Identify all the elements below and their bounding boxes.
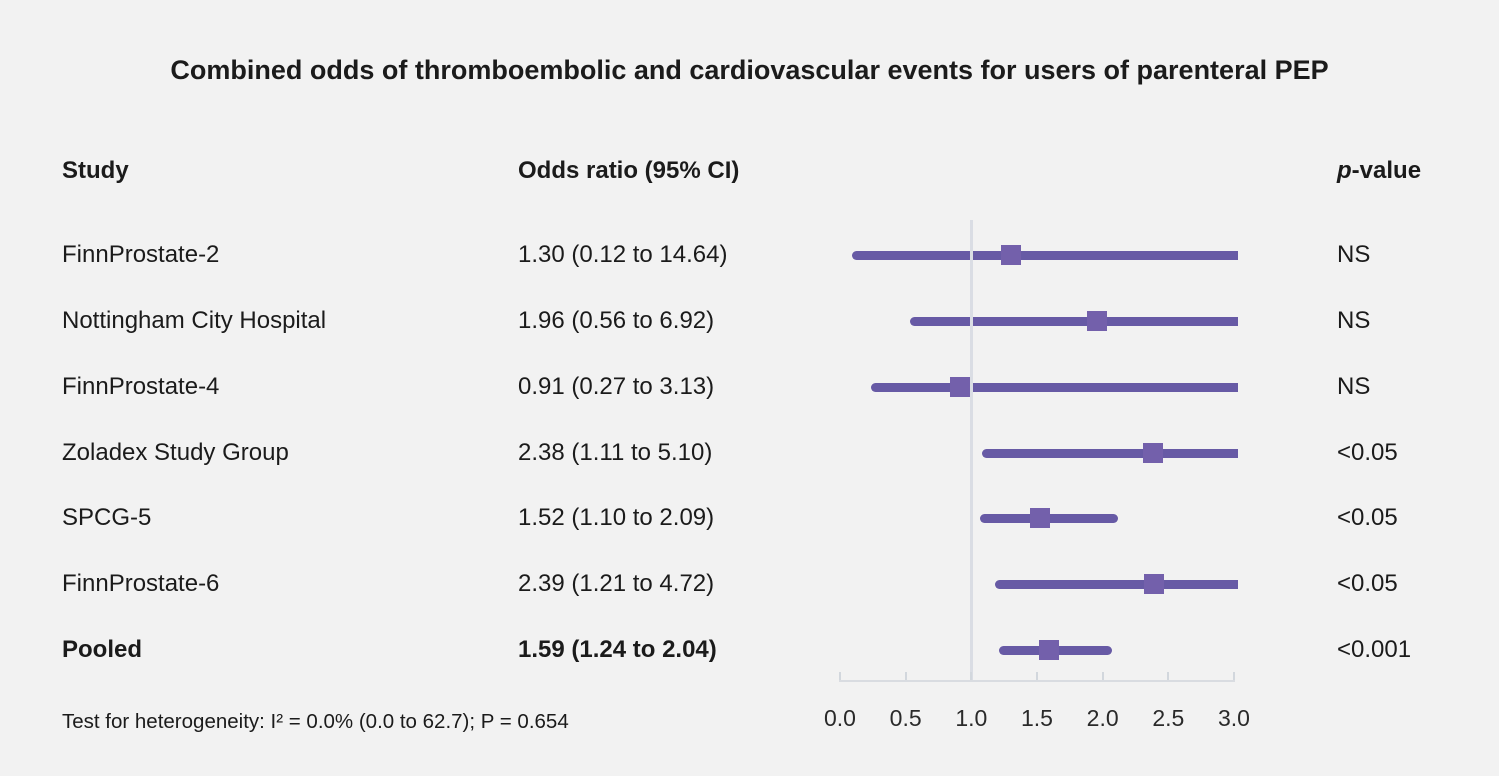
- x-axis-tick: [1232, 672, 1235, 680]
- odds-ratio-marker: [949, 377, 970, 397]
- x-axis-tick: [1101, 672, 1104, 680]
- column-header-study: Study: [62, 157, 129, 184]
- odds-ratio-ci-value: 2.39 (1.21 to 4.72): [518, 570, 715, 597]
- p-value: <0.001: [1337, 636, 1412, 663]
- odds-ratio-marker: [1142, 443, 1163, 463]
- study-name: Zoladex Study Group: [62, 439, 289, 466]
- figure-title: Combined odds of thromboembolic and card…: [170, 55, 1329, 85]
- odds-ratio-marker: [1000, 245, 1021, 265]
- x-axis-tick-label: 1.0: [955, 705, 988, 731]
- column-header-odds-ratio: Odds ratio (95% CI): [518, 157, 740, 184]
- p-value-header-rest: -value: [1351, 157, 1422, 184]
- odds-ratio-ci-value: 1.52 (1.10 to 2.09): [518, 504, 715, 531]
- x-axis-tick-label: 0.5: [889, 705, 922, 731]
- p-value-header-italic-p: p: [1337, 157, 1352, 184]
- p-value: <0.05: [1337, 439, 1398, 466]
- heterogeneity-note: Test for heterogeneity: I² = 0.0% (0.0 t…: [62, 710, 569, 733]
- study-name: Nottingham City Hospital: [62, 307, 327, 334]
- x-axis-tick-label: 2.5: [1152, 705, 1185, 731]
- study-name: FinnProstate-6: [62, 570, 220, 597]
- study-name: Pooled: [62, 636, 143, 663]
- p-value: NS: [1337, 307, 1371, 334]
- x-axis-line: [839, 680, 1235, 682]
- odds-ratio-ci-value: 0.91 (0.27 to 3.13): [518, 373, 715, 400]
- confidence-interval-line: [909, 316, 1238, 326]
- p-value: NS: [1337, 241, 1371, 268]
- study-name: FinnProstate-4: [62, 373, 220, 400]
- odds-ratio-ci-value: 1.96 (0.56 to 6.92): [518, 307, 715, 334]
- x-axis-tick-label: 1.5: [1020, 705, 1053, 731]
- study-name: SPCG-5: [62, 504, 152, 531]
- x-axis-tick: [1167, 672, 1170, 680]
- odds-ratio-ci-value: 2.38 (1.11 to 5.10): [518, 439, 713, 466]
- confidence-interval-line: [871, 382, 1238, 392]
- x-axis-tick: [839, 672, 841, 680]
- x-axis-tick-label: 3.0: [1217, 705, 1250, 731]
- x-axis-tick: [970, 672, 973, 680]
- odds-ratio-ci-value: 1.30 (0.12 to 14.64): [518, 241, 728, 268]
- study-name: FinnProstate-2: [62, 241, 220, 268]
- pooled-estimate-marker: [1038, 640, 1059, 660]
- odds-ratio-ci-value: 1.59 (1.24 to 2.04): [518, 636, 717, 663]
- odds-ratio-marker: [1029, 508, 1050, 528]
- reference-line-or-1: [969, 220, 973, 682]
- p-value: <0.05: [1337, 504, 1398, 531]
- odds-ratio-marker: [1087, 311, 1108, 331]
- confidence-interval-line: [981, 448, 1238, 458]
- confidence-interval-line: [851, 250, 1238, 260]
- x-axis-tick: [904, 672, 907, 680]
- odds-ratio-marker: [1143, 574, 1164, 594]
- confidence-interval-line: [994, 579, 1238, 589]
- column-header-p-value: p-value: [1337, 155, 1421, 187]
- x-axis-tick-label: 0.0: [824, 705, 856, 731]
- x-axis-tick: [1035, 672, 1038, 680]
- p-value: NS: [1337, 373, 1371, 400]
- x-axis-tick-label: 2.0: [1086, 705, 1119, 731]
- p-value: <0.05: [1337, 570, 1398, 597]
